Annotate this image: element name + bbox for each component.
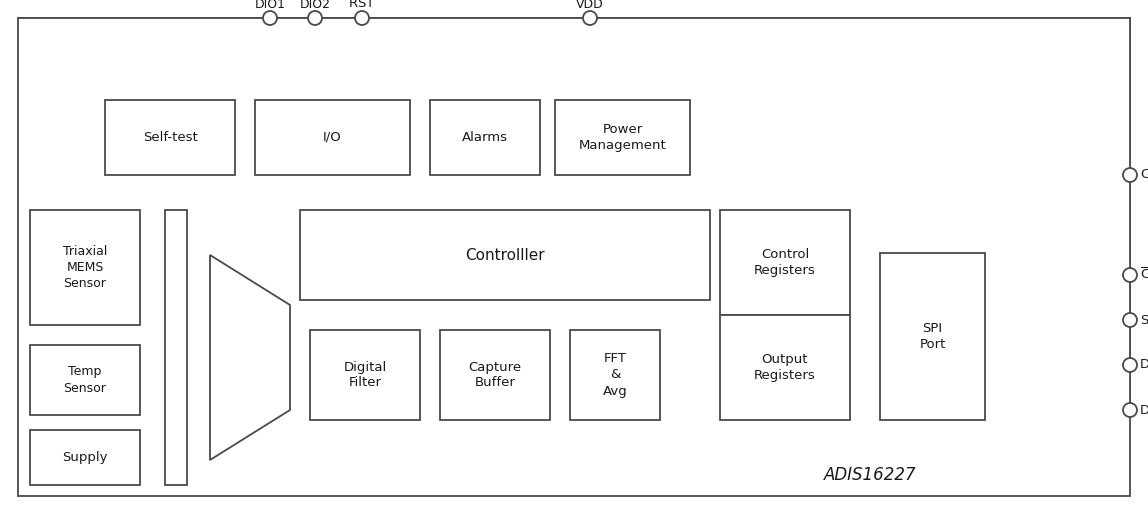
Bar: [881, 253, 985, 420]
Circle shape: [1123, 403, 1137, 417]
Bar: [104, 100, 235, 175]
Text: DIO2: DIO2: [300, 0, 331, 10]
Circle shape: [355, 11, 369, 25]
Bar: [554, 100, 690, 175]
Text: SCLK: SCLK: [1140, 314, 1148, 326]
Text: ADIS16227: ADIS16227: [823, 466, 916, 484]
Text: Supply: Supply: [62, 451, 108, 464]
Text: Output
Registers: Output Registers: [754, 353, 816, 382]
Bar: [430, 100, 540, 175]
Bar: [165, 210, 187, 485]
Bar: [720, 210, 850, 315]
Polygon shape: [210, 255, 290, 460]
Bar: [30, 345, 140, 415]
Bar: [720, 315, 850, 420]
Text: Capture
Buffer: Capture Buffer: [468, 360, 521, 390]
Circle shape: [1123, 313, 1137, 327]
Text: Temp
Sensor: Temp Sensor: [63, 365, 107, 395]
Text: DIN: DIN: [1140, 358, 1148, 372]
Text: $\overline{\mathregular{RST}}$: $\overline{\mathregular{RST}}$: [348, 0, 375, 12]
Bar: [571, 330, 660, 420]
Text: Triaxial
MEMS
Sensor: Triaxial MEMS Sensor: [63, 245, 107, 290]
Circle shape: [263, 11, 277, 25]
Text: VDD: VDD: [576, 0, 604, 10]
Text: I/O: I/O: [323, 131, 342, 144]
Circle shape: [1123, 168, 1137, 182]
Text: $\overline{\mathregular{CS}}$: $\overline{\mathregular{CS}}$: [1140, 267, 1148, 283]
Circle shape: [1123, 268, 1137, 282]
Circle shape: [583, 11, 597, 25]
Text: Controlller: Controlller: [465, 248, 545, 263]
Bar: [310, 330, 420, 420]
Text: Alarms: Alarms: [461, 131, 509, 144]
Bar: [30, 430, 140, 485]
Text: Self-test: Self-test: [142, 131, 197, 144]
Bar: [255, 100, 410, 175]
Text: Digital
Filter: Digital Filter: [343, 360, 387, 390]
Text: Control
Registers: Control Registers: [754, 248, 816, 277]
Bar: [300, 210, 709, 300]
Bar: [440, 330, 550, 420]
Text: SPI
Port: SPI Port: [920, 322, 946, 351]
Text: DIO1: DIO1: [255, 0, 286, 10]
Bar: [30, 210, 140, 325]
Text: Power
Management: Power Management: [579, 123, 666, 152]
Text: COM: COM: [1140, 169, 1148, 181]
Circle shape: [1123, 358, 1137, 372]
Circle shape: [308, 11, 321, 25]
Text: FFT
&
Avg: FFT & Avg: [603, 353, 627, 397]
Text: DOUT: DOUT: [1140, 403, 1148, 416]
